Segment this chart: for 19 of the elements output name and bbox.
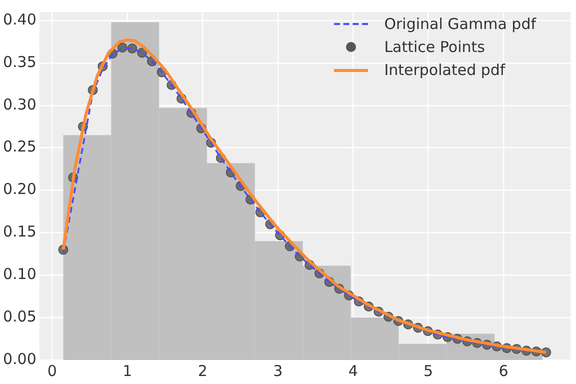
- y-tick-label: 0.10: [2, 265, 36, 284]
- x-tick-label: 5: [424, 362, 434, 380]
- legend-label: Original Gamma pdf: [384, 14, 536, 32]
- y-tick-label: 0.15: [2, 222, 36, 241]
- y-tick-label: 0.35: [2, 52, 36, 71]
- legend-label: Lattice Points: [384, 38, 485, 56]
- y-tick-label: 0.30: [2, 95, 36, 114]
- x-tick-label: 1: [122, 362, 132, 380]
- y-tick-label: 0.20: [2, 180, 36, 198]
- y-tick-label: 0.25: [2, 138, 36, 156]
- legend-label: Interpolated pdf: [384, 60, 506, 78]
- y-tick-label: 0.40: [2, 10, 36, 28]
- x-tick-label: 2: [198, 362, 208, 380]
- x-tick-label: 0: [47, 362, 57, 380]
- y-tick-label: 0.05: [2, 307, 36, 326]
- x-tick-label: 6: [498, 362, 508, 380]
- x-tick-label: 4: [348, 362, 358, 380]
- y-tick-label: 0.00: [2, 350, 36, 368]
- x-tick-label: 3: [273, 362, 283, 380]
